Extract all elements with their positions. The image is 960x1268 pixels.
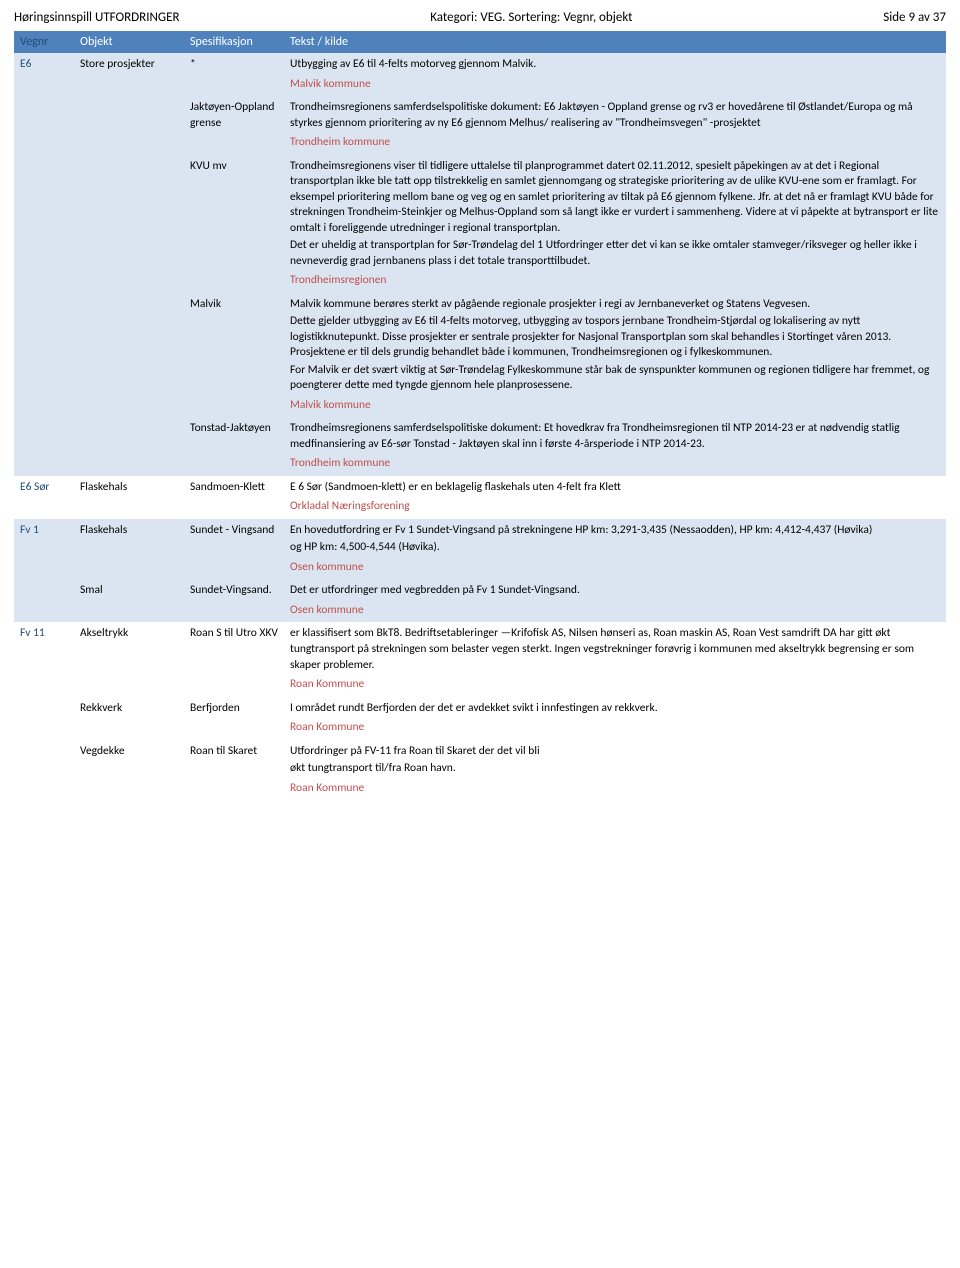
cell-tekst: E 6 Sør (Sandmoen-klett) er en beklageli…	[284, 476, 946, 519]
tekst-paragraph: E 6 Sør (Sandmoen-klett) er en beklageli…	[290, 480, 940, 496]
cell-objekt: Smal	[74, 579, 184, 622]
tekst-paragraph: I området rundt Berfjorden der det er av…	[290, 701, 940, 717]
source-text: Roan Kommune	[290, 720, 940, 736]
cell-spesifikasjon: Tonstad-Jaktøyen	[184, 417, 284, 476]
tekst-paragraph: Utfordringer på FV-11 fra Roan til Skare…	[290, 744, 940, 760]
page-header: Høringsinnspill UTFORDRINGER Kategori: V…	[0, 0, 960, 31]
cell-vegnr: Fv 1	[14, 519, 74, 580]
tekst-paragraph: Trondheimsregionens viser til tidligere …	[290, 159, 940, 237]
col-header-objekt: Objekt	[74, 31, 184, 53]
cell-objekt: Vegdekke	[74, 740, 184, 801]
cell-objekt: Store prosjekter	[74, 53, 184, 96]
cell-spesifikasjon: Malvik	[184, 293, 284, 418]
cell-spesifikasjon: Sundet - Vingsand	[184, 519, 284, 580]
cell-objekt: Flaskehals	[74, 476, 184, 519]
source-text: Roan Kommune	[290, 781, 940, 797]
source-text: Orkladal Næringsforening	[290, 499, 940, 515]
cell-spesifikasjon: Jaktøyen-Oppland grense	[184, 96, 284, 155]
table-body: E6 Store prosjekter* Utbygging av E6 til 4…	[14, 53, 946, 800]
cell-spesifikasjon: Sandmoen-Klett	[184, 476, 284, 519]
source-text: Malvik kommune	[290, 77, 940, 93]
tekst-paragraph: For Malvik er det svært viktig at Sør-Tr…	[290, 363, 940, 394]
tekst-paragraph: og HP km: 4,500-4,544 (Høvika).	[290, 540, 940, 556]
source-text: Osen kommune	[290, 603, 940, 619]
table-row: RekkverkBerfjorden I området rundt Berfjo…	[14, 697, 946, 740]
cell-objekt	[74, 155, 184, 293]
tekst-paragraph: er klassifisert som BkT8. Bedriftsetable…	[290, 626, 940, 673]
table-row: Tonstad-JaktøyenTrondheimsregionens samf…	[14, 417, 946, 476]
cell-objekt: Akseltrykk	[74, 622, 184, 696]
table-row: Fv 1 FlaskehalsSundet - Vingsand En hovedu…	[14, 519, 946, 580]
cell-tekst: Malvik kommune berøres sterkt av pågåend…	[284, 293, 946, 418]
table-row: SmalSundet-Vingsand. Det er utfordringer …	[14, 579, 946, 622]
source-text: Roan Kommune	[290, 677, 940, 693]
cell-spesifikasjon: Roan til Skaret	[184, 740, 284, 801]
source-text: Malvik kommune	[290, 398, 940, 414]
cell-spesifikasjon: Sundet-Vingsand.	[184, 579, 284, 622]
source-text: Trondheim kommune	[290, 456, 940, 472]
cell-objekt: Rekkverk	[74, 697, 184, 740]
cell-vegnr	[14, 417, 74, 476]
cell-spesifikasjon: Berfjorden	[184, 697, 284, 740]
cell-vegnr	[14, 96, 74, 155]
cell-vegnr	[14, 155, 74, 293]
cell-objekt	[74, 417, 184, 476]
cell-spesifikasjon: Roan S til Utro XKV	[184, 622, 284, 696]
cell-vegnr: E6	[14, 53, 74, 96]
cell-spesifikasjon: *	[184, 53, 284, 96]
cell-tekst: Det er utfordringer med vegbredden på Fv…	[284, 579, 946, 622]
tekst-paragraph: Det er utfordringer med vegbredden på Fv…	[290, 583, 940, 599]
table-row: Fv 11 AkseltrykkRoan S til Utro XKVer kla…	[14, 622, 946, 696]
source-text: Trondheim kommune	[290, 135, 940, 151]
header-right: Side 9 av 37	[883, 10, 946, 25]
table-row: KVU mvTrondheimsregionens viser til tidl…	[14, 155, 946, 293]
tekst-paragraph: En hovedutfordring er Fv 1 Sundet-Vingsa…	[290, 523, 940, 539]
cell-vegnr: Fv 11	[14, 622, 74, 696]
tekst-paragraph: økt tungtransport til/fra Roan havn.	[290, 761, 940, 777]
cell-vegnr	[14, 697, 74, 740]
source-text: Osen kommune	[290, 560, 940, 576]
tekst-paragraph: Malvik kommune berøres sterkt av pågåend…	[290, 297, 940, 313]
cell-spesifikasjon: KVU mv	[184, 155, 284, 293]
tekst-paragraph: Det er uheldig at transportplan for Sør-…	[290, 238, 940, 269]
cell-tekst: er klassifisert som BkT8. Bedriftsetable…	[284, 622, 946, 696]
header-left: Høringsinnspill UTFORDRINGER	[14, 10, 180, 25]
tekst-paragraph: Trondheimsregionens samferdselspolitiske…	[290, 421, 940, 452]
cell-vegnr	[14, 293, 74, 418]
vegnr-text: E6 Sør	[20, 480, 49, 494]
data-table: Vegnr Objekt Spesifikasjon Tekst / kilde…	[14, 31, 946, 800]
cell-tekst: Utbygging av E6 til 4-felts motorveg gje…	[284, 53, 946, 96]
cell-vegnr	[14, 579, 74, 622]
col-header-tekst: Tekst / kilde	[284, 31, 946, 53]
tekst-paragraph: Dette gjelder utbygging av E6 til 4-felt…	[290, 314, 940, 361]
table-header-row: Vegnr Objekt Spesifikasjon Tekst / kilde	[14, 31, 946, 53]
vegnr-text: Fv 1	[20, 523, 39, 537]
cell-vegnr	[14, 740, 74, 801]
table-row: Jaktøyen-Oppland grenseTrondheimsregione…	[14, 96, 946, 155]
col-header-vegnr: Vegnr	[14, 31, 74, 53]
header-center: Kategori: VEG. Sortering: Vegnr, objekt	[430, 10, 632, 25]
cell-tekst: Utfordringer på FV-11 fra Roan til Skare…	[284, 740, 946, 801]
table-row: E6 Sør FlaskehalsSandmoen-Klett E 6 Sør (S…	[14, 476, 946, 519]
cell-vegnr: E6 Sør	[14, 476, 74, 519]
cell-tekst: Trondheimsregionens samferdselspolitiske…	[284, 417, 946, 476]
cell-objekt	[74, 293, 184, 418]
cell-tekst: En hovedutfordring er Fv 1 Sundet-Vingsa…	[284, 519, 946, 580]
source-text: Trondheimsregionen	[290, 273, 940, 289]
cell-tekst: I området rundt Berfjorden der det er av…	[284, 697, 946, 740]
cell-tekst: Trondheimsregionens samferdselspolitiske…	[284, 96, 946, 155]
table-row: VegdekkeRoan til Skaret Utfordringer på F…	[14, 740, 946, 801]
table-row: E6 Store prosjekter* Utbygging av E6 til 4…	[14, 53, 946, 96]
vegnr-text: Fv 11	[20, 626, 45, 640]
table-row: Malvik Malvik kommune berøres sterkt av p…	[14, 293, 946, 418]
col-header-spesifikasjon: Spesifikasjon	[184, 31, 284, 53]
table-container: Vegnr Objekt Spesifikasjon Tekst / kilde…	[0, 31, 960, 814]
tekst-paragraph: Utbygging av E6 til 4-felts motorveg gje…	[290, 57, 940, 73]
tekst-paragraph: Trondheimsregionens samferdselspolitiske…	[290, 100, 940, 131]
vegnr-text: E6	[20, 57, 31, 71]
cell-objekt: Flaskehals	[74, 519, 184, 580]
cell-tekst: Trondheimsregionens viser til tidligere …	[284, 155, 946, 293]
cell-objekt	[74, 96, 184, 155]
